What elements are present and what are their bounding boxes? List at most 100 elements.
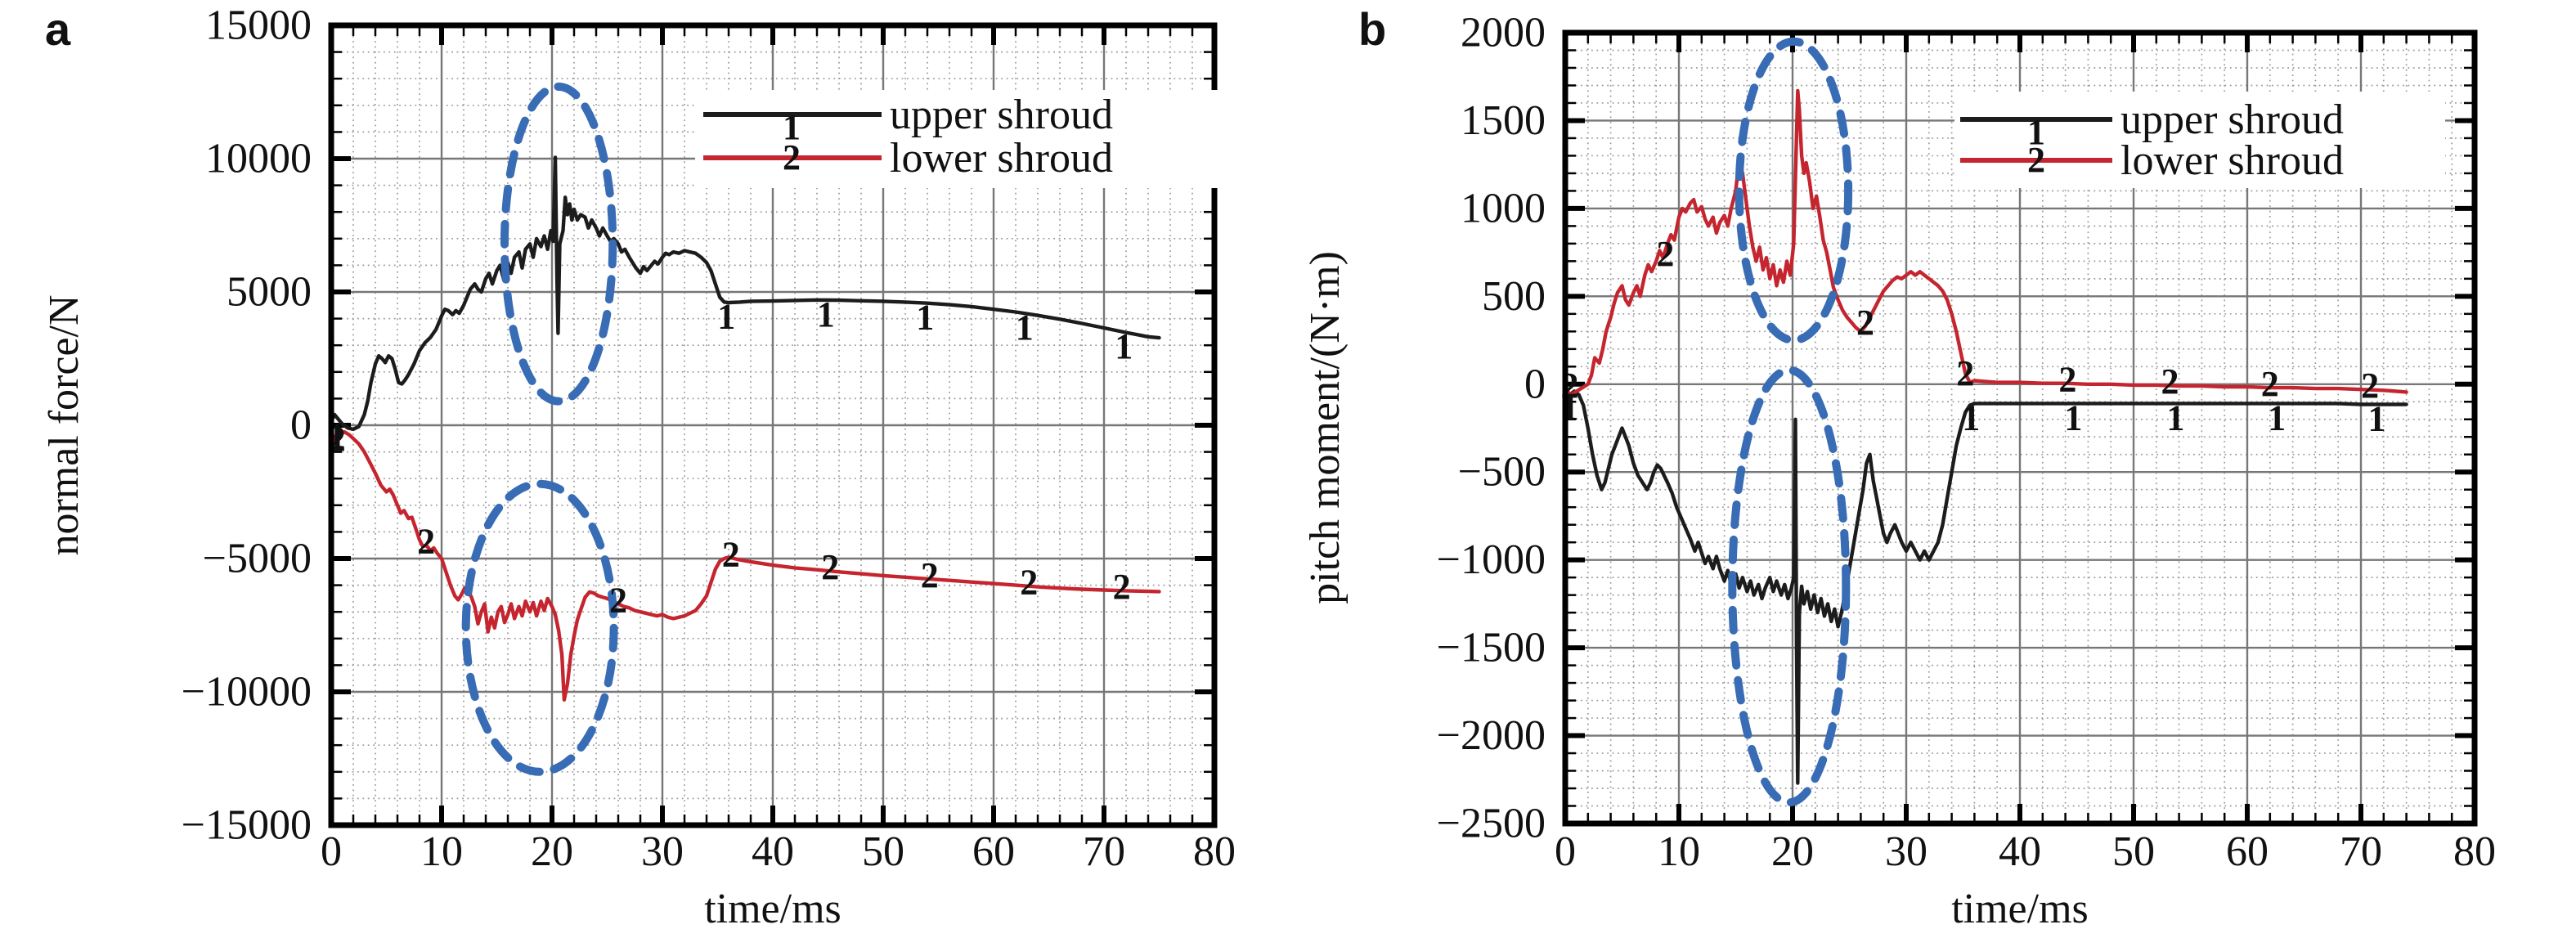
highlight-ellipse <box>1728 366 1851 807</box>
panel-b-letter: b <box>1358 3 1387 55</box>
x-axis-title: time/ms <box>1951 886 2089 932</box>
highlight-ellipses <box>461 82 618 776</box>
x-tick-label: 70 <box>1083 828 1125 875</box>
x-tick-label: 0 <box>1555 828 1576 875</box>
curve-marker-digit: 2 <box>2361 366 2379 406</box>
x-tick-label: 0 <box>321 828 342 875</box>
curve-marker-digit: 2 <box>1956 353 1974 393</box>
legend-marker-digit: 2 <box>783 137 801 177</box>
highlight-ellipses <box>1728 37 1853 807</box>
highlight-ellipse <box>500 82 617 406</box>
x-tick-label: 30 <box>641 828 684 875</box>
curve-marker-digit: 2 <box>722 534 740 574</box>
x-tick-label: 10 <box>1658 828 1700 875</box>
x-tick-label: 10 <box>420 828 463 875</box>
curve-marker-digit: 1 <box>2064 397 2082 438</box>
x-axis-title: time/ms <box>704 886 841 932</box>
legend-marker-digit: 1 <box>783 107 801 147</box>
legend-label: upper shroud <box>890 92 1113 138</box>
curve-marker-digit: 1 <box>1016 307 1034 348</box>
curve-marker-digit: 2 <box>921 555 939 595</box>
curve-marker-digit: 2 <box>2058 360 2076 400</box>
x-tick-label: 40 <box>1999 828 2041 875</box>
curve-lower-shroud <box>329 429 1161 702</box>
curve-marker-digit: 2 <box>609 580 627 620</box>
x-tick-label: 80 <box>2453 828 2496 875</box>
y-tick-label: 500 <box>1482 273 1546 320</box>
series-curves <box>1563 88 2408 785</box>
y-tick-label: 1500 <box>1461 97 1546 144</box>
legend-marker-digit: 2 <box>2027 140 2045 180</box>
x-tick-label: 50 <box>862 828 904 875</box>
highlight-ellipse <box>1735 37 1853 345</box>
curve-marker-digit: 1 <box>2166 397 2184 438</box>
legend: 1 upper shroud 2 lower shroud <box>695 90 1231 188</box>
x-tick-label: 70 <box>2340 828 2382 875</box>
curve-marker-digit: 1 <box>2268 397 2286 438</box>
y-tick-label: 0 <box>1524 361 1546 407</box>
curve-upper-shroud <box>1563 385 2408 785</box>
legend: 1 upper shroud 2 lower shroud <box>1954 92 2445 188</box>
curve-marker-digit: 1 <box>717 297 735 337</box>
x-tick-label: 20 <box>1771 828 1814 875</box>
legend-label: upper shroud <box>2120 96 2344 143</box>
y-tick-label: 1000 <box>1461 185 1546 231</box>
highlight-ellipse <box>461 479 618 776</box>
y-tick-label: 5000 <box>227 269 312 316</box>
curve-marker-digit: 1 <box>817 294 835 334</box>
panel-a-letter: a <box>45 3 71 55</box>
curve-marker-digit: 2 <box>1113 567 1131 607</box>
curve-marker-digit: 1 <box>916 297 934 337</box>
y-tick-label: −2000 <box>1437 712 1546 759</box>
curve-marker-digit: 1 <box>2367 398 2385 438</box>
y-tick-label: 15000 <box>205 2 312 49</box>
curve-marker-digit: 2 <box>1020 563 1038 603</box>
x-tick-label: 50 <box>2112 828 2155 875</box>
curve-upper-shroud <box>329 155 1161 432</box>
y-axis-title: pitch moment/(N·m) <box>1302 251 1349 604</box>
tick-labels: 0 10 20 30 40 50 60 70 80 2000 1500 1000 500 0 −500 −10… <box>1437 10 2496 876</box>
plot-frame <box>1562 29 2478 827</box>
y-tick-label: −1500 <box>1437 625 1546 671</box>
legend-marker-digit: 1 <box>2027 112 2045 152</box>
curve-marker-digit: 2 <box>2161 361 2179 402</box>
curve-lower-shroud <box>1563 88 2408 397</box>
x-tick-label: 40 <box>752 828 794 875</box>
y-tick-label: −10000 <box>182 669 312 716</box>
y-tick-label: 10000 <box>205 136 312 182</box>
y-tick-label: 2000 <box>1461 10 1546 56</box>
y-axis-title: normal force/N <box>41 294 88 555</box>
legend-label: lower shroud <box>890 135 1113 182</box>
tick-labels: 0 10 20 30 40 50 60 70 80 15000 10000 5000 0 −5000 −10… <box>182 2 1236 876</box>
curve-marker-digit: 1 <box>1115 326 1133 366</box>
x-tick-label: 60 <box>972 828 1015 875</box>
series-curves <box>329 155 1161 702</box>
x-tick-label: 20 <box>531 828 573 875</box>
plot-frame <box>328 22 1218 828</box>
x-tick-label: 60 <box>2226 828 2269 875</box>
curve-marker-digit: 2 <box>2261 364 2279 404</box>
curve-marker-digit: 2 <box>821 547 839 587</box>
x-tick-label: 30 <box>1885 828 1928 875</box>
legend-background <box>1954 92 2445 188</box>
y-tick-label: 0 <box>290 402 312 449</box>
y-tick-label: −15000 <box>182 802 312 849</box>
panel-a: a 1 1 1 1 1 1 2 2 2 2 2 2 2 2 0 10 20 30 40 50 60 70 80 15000 10… <box>41 2 1236 933</box>
legend-background <box>695 90 1231 188</box>
y-tick-label: −1000 <box>1437 536 1546 583</box>
y-tick-label: −500 <box>1458 449 1546 496</box>
curve-marker-digit: 2 <box>417 522 435 562</box>
x-tick-label: 80 <box>1193 828 1236 875</box>
panel-b: b 1 1 1 1 1 1 2 2 2 2 2 2 2 2 0 10 20 30 40 50 60 70 80 2000 150… <box>1288 0 2576 938</box>
legend-label: lower shroud <box>2120 137 2344 184</box>
curve-marker-digit: 1 <box>1962 397 1980 438</box>
y-tick-label: −5000 <box>203 536 312 582</box>
curve-marker-digit: 2 <box>1856 303 1874 343</box>
curve-marker-digit: 2 <box>1656 234 1674 274</box>
y-tick-label: −2500 <box>1437 801 1546 847</box>
